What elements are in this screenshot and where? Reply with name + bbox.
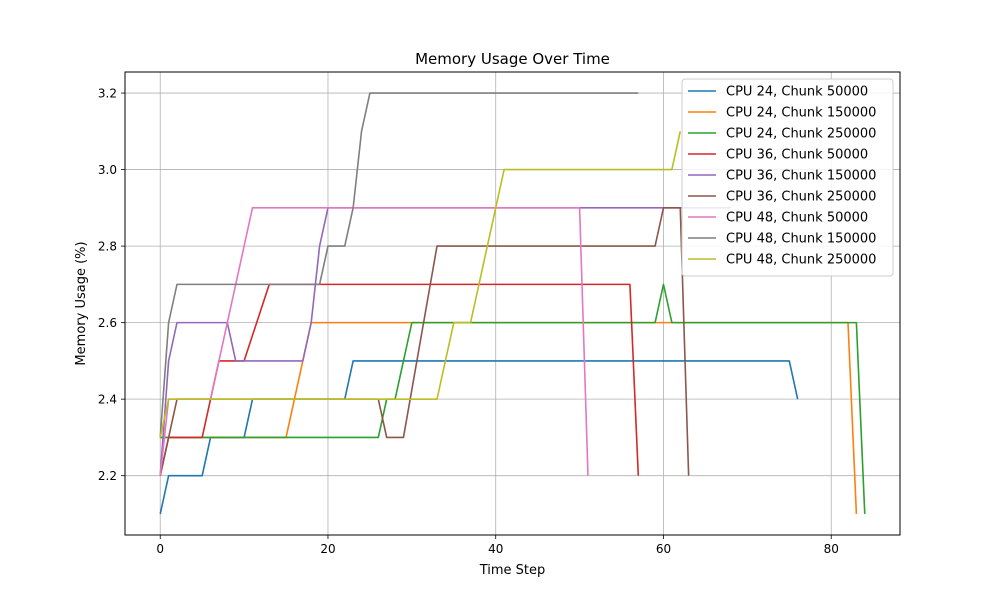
series-line-5 [159, 207, 731, 476]
axis-ticks: 0 20 40 60 80 2.2 2.4 2.6 2.8 3.0 3.2 [98, 87, 839, 556]
y-tick-label: 3.2 [98, 87, 117, 101]
chart-title: Memory Usage Over Time [415, 50, 610, 68]
series-line-3 [160, 283, 866, 514]
legend-label: CPU 36, Chunk 50000 [726, 148, 868, 163]
legend-label: CPU 48, Chunk 50000 [726, 211, 868, 226]
series-line-9 [159, 131, 682, 438]
series-line-4 [159, 283, 640, 476]
y-tick-label: 2.2 [98, 469, 117, 483]
legend-box [681, 78, 894, 277]
x-tick-label: 40 [488, 542, 503, 556]
series-lines [159, 92, 866, 515]
x-tick-label: 60 [656, 542, 671, 556]
x-tick-label: 0 [156, 542, 164, 556]
y-tick-label: 2.8 [98, 240, 117, 254]
y-tick-label: 3.0 [98, 163, 117, 177]
x-tick-label: 20 [320, 542, 335, 556]
x-tick-label: 80 [824, 542, 839, 556]
y-tick-label: 2.6 [98, 316, 117, 330]
plot-frame [124, 71, 901, 536]
series-line-7 [159, 207, 589, 476]
series-line-1 [159, 360, 799, 515]
legend-label: CPU 48, Chunk 150000 [726, 232, 876, 247]
legend-label: CPU 48, Chunk 250000 [726, 253, 876, 268]
legend-label: CPU 36, Chunk 250000 [726, 190, 876, 205]
y-axis-label: Memory Usage (%) [74, 241, 89, 365]
legend-label: CPU 24, Chunk 150000 [726, 106, 876, 121]
y-tick-label: 2.4 [98, 393, 117, 407]
legend-label: CPU 24, Chunk 250000 [726, 127, 876, 142]
x-axis-label: Time Step [479, 563, 546, 578]
legend-label: CPU 24, Chunk 50000 [726, 85, 868, 100]
legend-label: CPU 36, Chunk 150000 [726, 169, 876, 184]
legend: CPU 24, Chunk 50000 CPU 24, Chunk 150000 C… [681, 78, 894, 277]
series-line-8 [159, 92, 639, 438]
